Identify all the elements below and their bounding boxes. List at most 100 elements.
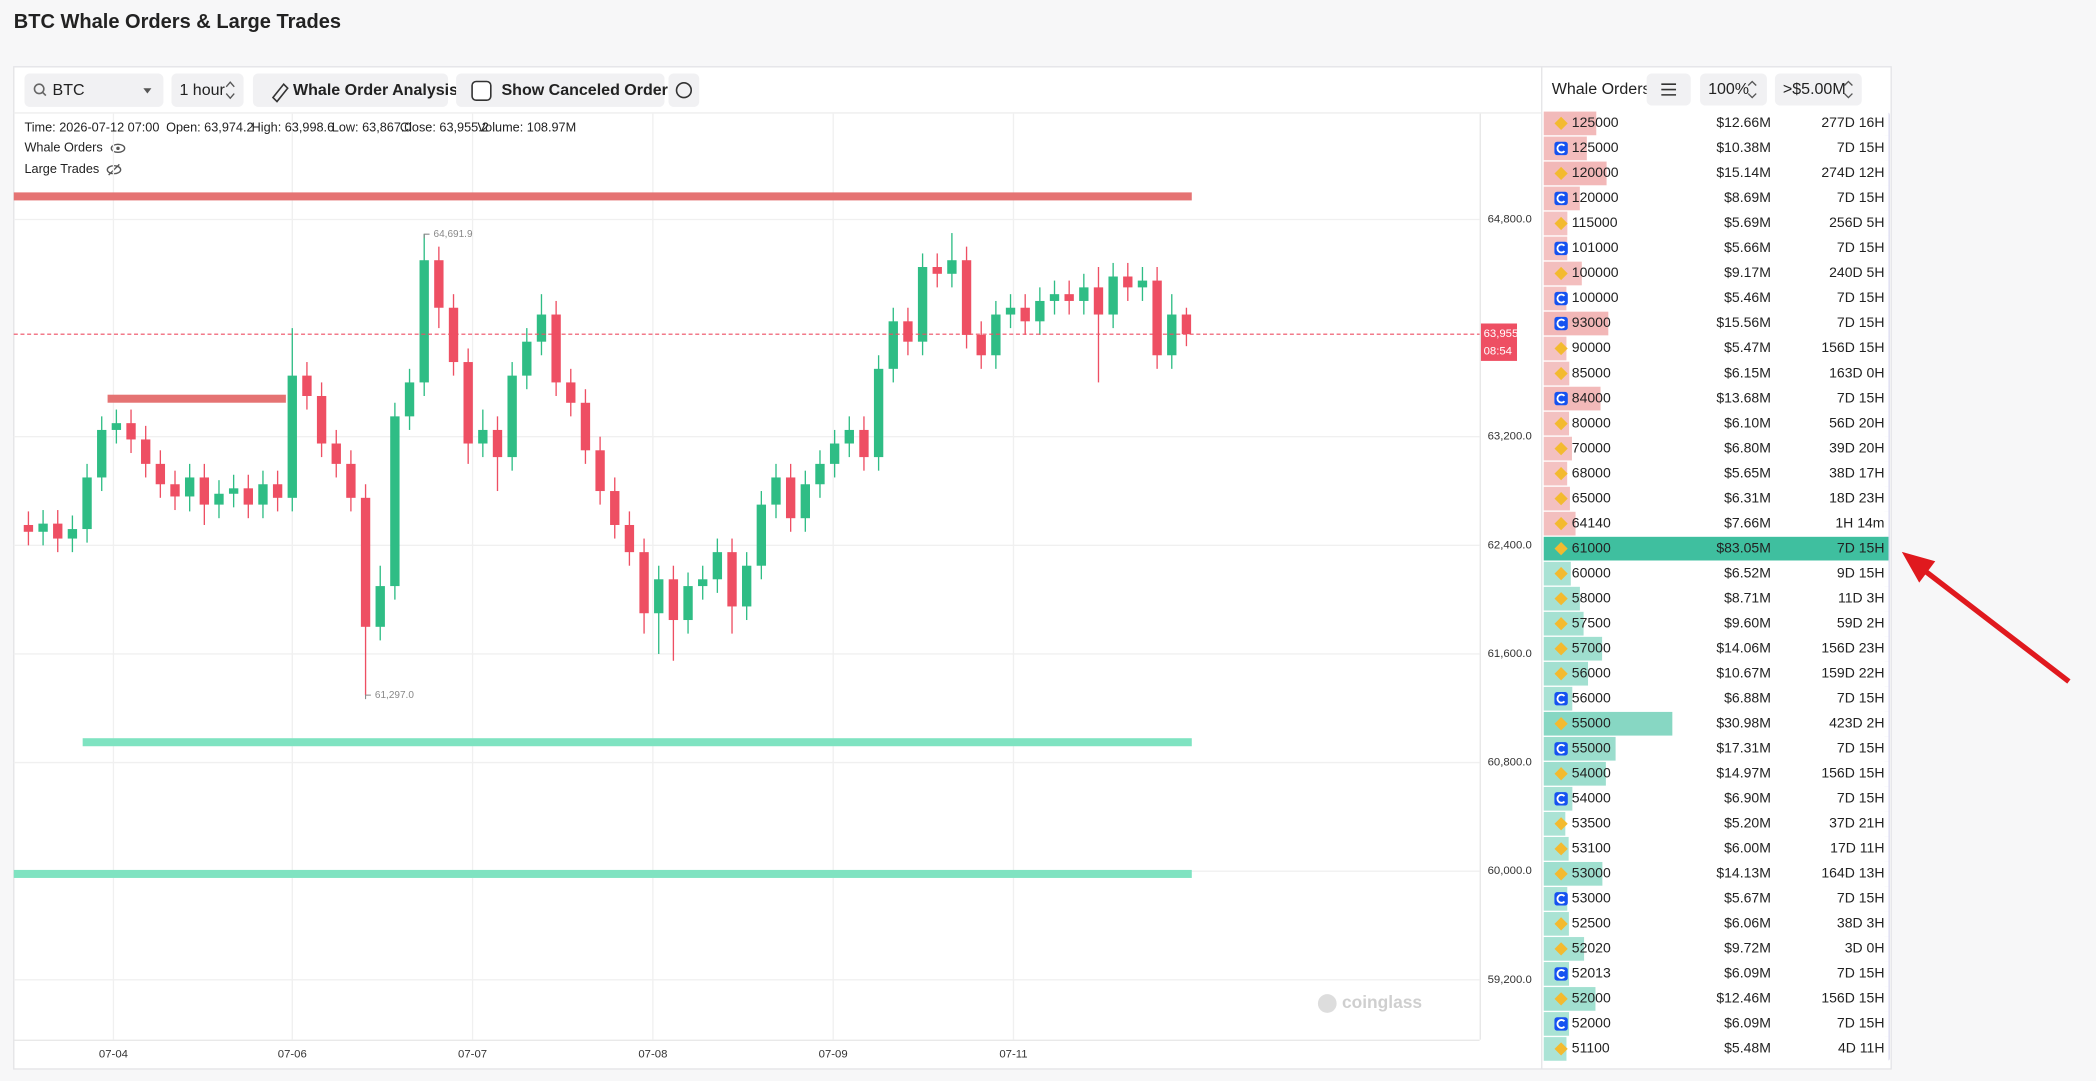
exchange-icon — [1556, 193, 1566, 204]
candle-body — [1137, 280, 1148, 288]
order-age: 7D 15H — [1837, 965, 1885, 981]
candle-body — [1152, 280, 1162, 356]
order-amount: $6.09M — [1724, 965, 1771, 981]
order-row[interactable] — [1543, 361, 1889, 387]
candle-body — [639, 552, 649, 614]
exchange-icon — [1554, 517, 1568, 531]
candle-body — [463, 362, 473, 444]
order-row[interactable] — [1543, 511, 1889, 537]
order-price: 57500 — [1572, 614, 1611, 630]
exchange-icon — [1556, 318, 1566, 329]
order-row[interactable] — [1543, 561, 1889, 587]
order-row[interactable] — [1543, 235, 1889, 261]
order-age: 7D 15H — [1837, 890, 1885, 906]
order-amount: $9.17M — [1724, 264, 1771, 280]
candle-body — [170, 484, 180, 497]
order-row[interactable] — [1543, 1011, 1889, 1037]
candle-body — [287, 375, 297, 498]
order-row[interactable] — [1543, 586, 1889, 612]
order-row[interactable] — [1543, 686, 1889, 712]
order-row[interactable] — [1543, 386, 1889, 412]
order-amount: $30.98M — [1716, 714, 1771, 730]
candle-body — [712, 552, 723, 580]
order-row[interactable] — [1543, 986, 1889, 1012]
exchange-icon — [1556, 143, 1566, 154]
order-age: 423D 2H — [1829, 714, 1884, 730]
exchange-icon — [1554, 116, 1568, 131]
whale-level — [82, 738, 1192, 747]
candle-body — [126, 423, 136, 440]
order-age: 163D 0H — [1829, 364, 1884, 380]
order-row[interactable] — [1543, 411, 1889, 437]
symbol-select[interactable] — [24, 73, 164, 107]
order-row[interactable] — [1543, 336, 1889, 362]
eye-icon — [116, 146, 120, 151]
theme-button[interactable] — [668, 73, 700, 107]
order-row[interactable] — [1543, 936, 1889, 962]
legend-entry[interactable]: Large Trades — [24, 162, 99, 176]
candle-body — [536, 314, 547, 342]
ohlc-info: High: 63,998.6 — [252, 121, 335, 135]
annotation-arrowhead — [1901, 551, 1936, 583]
candle-body — [360, 497, 371, 627]
updown-icon — [1843, 80, 1853, 99]
order-row[interactable] — [1543, 486, 1889, 512]
order-age: 156D 15H — [1821, 990, 1884, 1006]
candle-body — [873, 368, 884, 458]
eye-icon[interactable] — [110, 143, 126, 153]
exchange-icon — [1554, 767, 1568, 781]
percent-select[interactable] — [1700, 73, 1767, 106]
order-amount: $8.69M — [1724, 189, 1771, 205]
candle-body — [888, 321, 898, 369]
interval-select[interactable] — [171, 73, 244, 107]
checkbox[interactable] — [471, 80, 492, 102]
order-age: 11D 3H — [1838, 589, 1884, 605]
legend-entry[interactable]: Whale Orders — [24, 141, 102, 155]
order-row[interactable] — [1543, 1036, 1889, 1062]
analysis-label: Whale Order Analysis — [293, 81, 458, 99]
canceled-toggle[interactable] — [456, 73, 665, 107]
order-row[interactable] — [1543, 811, 1889, 837]
pencil-icon — [271, 82, 289, 103]
order-row[interactable] — [1543, 786, 1889, 812]
order-row[interactable] — [1543, 836, 1889, 862]
analysis-button[interactable] — [252, 73, 449, 107]
y-tick-label: 59,200.0 — [1488, 974, 1532, 986]
order-row[interactable] — [1543, 961, 1889, 987]
candle-body — [316, 395, 327, 444]
order-amount: $6.15M — [1724, 364, 1771, 380]
order-row[interactable] — [1543, 461, 1889, 487]
order-row[interactable] — [1543, 661, 1889, 687]
order-row[interactable] — [1543, 135, 1889, 161]
order-age: 156D 23H — [1821, 639, 1884, 655]
order-row[interactable] — [1543, 286, 1889, 312]
order-price: 57000 — [1572, 639, 1611, 655]
candle-body — [947, 260, 957, 274]
order-age: 7D 15H — [1837, 789, 1885, 805]
order-amount: $5.67M — [1724, 890, 1771, 906]
candle-body — [566, 382, 576, 403]
order-row[interactable] — [1543, 210, 1889, 236]
candle-body — [111, 423, 122, 430]
order-price: 85000 — [1572, 364, 1611, 380]
order-row[interactable] — [1543, 886, 1889, 912]
order-price: 52500 — [1572, 915, 1611, 931]
order-bar — [1543, 111, 1597, 136]
annotation-marker — [423, 233, 430, 239]
order-row[interactable] — [1543, 185, 1889, 211]
exchange-icon — [1556, 743, 1566, 754]
order-price: 55000 — [1572, 739, 1611, 755]
order-row[interactable] — [1543, 611, 1889, 637]
order-row[interactable] — [1543, 260, 1889, 287]
order-age: 7D 15H — [1837, 139, 1885, 155]
order-age: 274D 12H — [1821, 164, 1884, 180]
order-row[interactable] — [1543, 110, 1889, 136]
candle-body — [97, 429, 107, 478]
exchange-icon — [1556, 1018, 1566, 1029]
order-age: 37D 21H — [1829, 815, 1884, 831]
order-row[interactable] — [1543, 436, 1889, 462]
size-select[interactable] — [1774, 73, 1862, 106]
order-row[interactable] — [1543, 911, 1889, 937]
candle-body — [419, 260, 429, 383]
order-amount: $7.66M — [1724, 514, 1771, 530]
